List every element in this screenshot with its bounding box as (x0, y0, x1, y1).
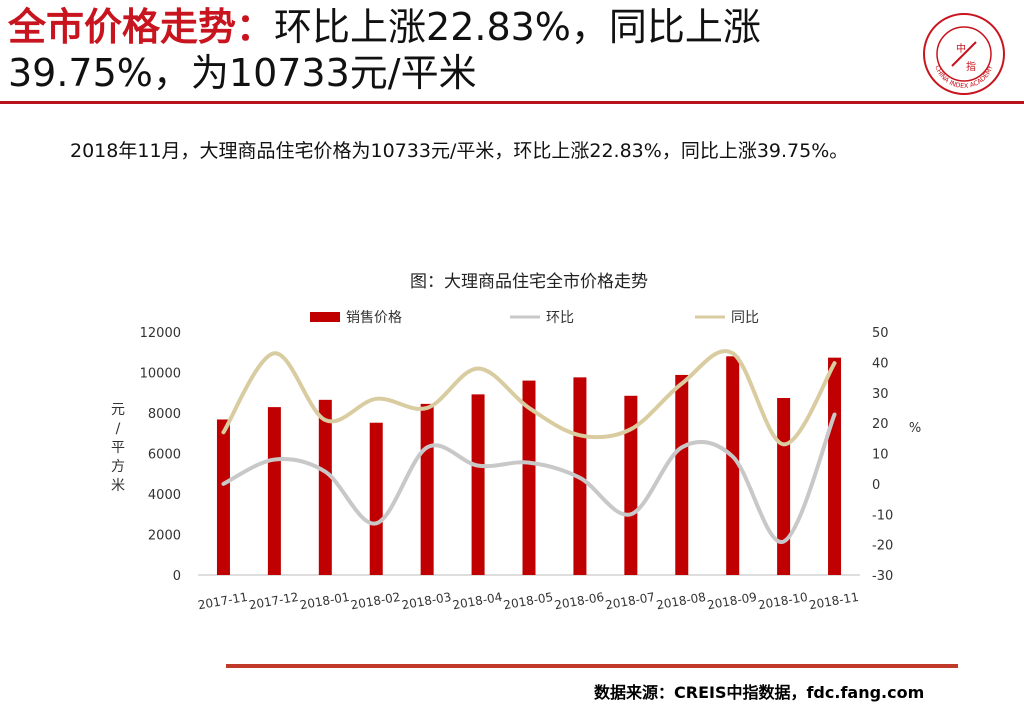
header-divider (0, 101, 1024, 104)
chart-title: 图：大理商品住宅全市价格走势 (410, 272, 648, 292)
y2-axis-label: % (909, 421, 921, 436)
y-tick-label: 2000 (148, 529, 181, 544)
bar (828, 357, 842, 575)
y-tick-label: 0 (173, 569, 181, 584)
x-tick-label: 2018-03 (401, 590, 453, 612)
seal-glyph-top: 中 (956, 42, 966, 55)
y-tick-label: 12000 (140, 326, 181, 341)
y-tick-label: 8000 (148, 407, 181, 422)
china-index-academy-seal-icon: CHINA INDEX ACADEMY 中 指 (923, 13, 1005, 95)
y2-tick-label: 20 (872, 417, 889, 432)
legend-label: 同比 (731, 310, 759, 326)
y2-tick-label: -10 (872, 508, 893, 523)
summary-text: 2018年11月，大理商品住宅价格为10733元/平米，环比上涨22.83%，同… (70, 140, 849, 162)
slide-title: 全市价格走势：环比上涨22.83%，同比上涨 39.75%，为10733元/平米 (8, 4, 908, 96)
bar (726, 356, 740, 575)
bar (369, 422, 383, 575)
seal-glyph-bottom: 指 (966, 60, 976, 73)
y-tick-label: 10000 (140, 367, 181, 382)
title-main: 环比上涨22.83%，同比上涨 (274, 5, 761, 49)
x-tick-label: 2018-04 (451, 590, 503, 612)
title-line-1: 全市价格走势：环比上涨22.83%，同比上涨 (8, 4, 908, 50)
x-tick-label: 2018-02 (350, 590, 402, 612)
y-axis-label: 米 (111, 478, 125, 494)
price-trend-chart: 图：大理商品住宅全市价格走势销售价格 环比 同比 0 2000 4000 6000 8000 1… (100, 262, 960, 622)
y2-tick-label: -30 (872, 569, 893, 584)
bar (318, 399, 332, 575)
bar (267, 407, 281, 575)
y-axis-label: 方 (111, 459, 125, 475)
legend-label: 销售价格 (346, 310, 402, 326)
x-tick-label: 2018-08 (655, 590, 707, 612)
x-tick-label: 2018-07 (604, 590, 656, 612)
data-source: 数据来源：CREIS中指数据，fdc.fang.com (594, 683, 925, 702)
x-tick-label: 2018-06 (553, 590, 605, 612)
x-tick-label: 2018-11 (808, 590, 860, 612)
y2-tick-label: 50 (872, 326, 889, 341)
legend-label: 环比 (546, 310, 574, 326)
seal-text: CHINA INDEX ACADEMY (933, 64, 995, 90)
series-line (221, 349, 837, 447)
title-highlight: 全市价格走势： (8, 5, 275, 49)
bar (420, 403, 434, 575)
y-tick-label: 4000 (148, 488, 181, 503)
y2-tick-label: -20 (872, 539, 893, 554)
series-line (221, 412, 837, 544)
y2-tick-label: 0 (872, 478, 880, 493)
x-tick-label: 2018-01 (299, 590, 351, 612)
y-tick-label: 6000 (148, 448, 181, 463)
bar (522, 380, 536, 575)
x-tick-label: 2017-11 (197, 590, 249, 612)
y2-tick-label: 30 (872, 387, 889, 402)
footer-divider (226, 664, 958, 668)
x-tick-label: 2018-10 (757, 590, 809, 612)
y2-tick-label: 40 (872, 356, 889, 371)
y2-tick-label: 10 (872, 448, 889, 463)
bar (471, 394, 485, 575)
y-axis-label: / (116, 421, 121, 437)
bar (216, 419, 230, 575)
x-tick-label: 2018-09 (706, 590, 758, 612)
y-axis-label: 平 (111, 440, 125, 456)
legend-swatch (310, 312, 340, 322)
x-tick-label: 2017-12 (248, 590, 300, 612)
x-tick-label: 2018-05 (502, 590, 554, 612)
y-axis-label: 元 (111, 402, 125, 418)
bar (777, 398, 791, 575)
title-line-2: 39.75%，为10733元/平米 (8, 51, 477, 95)
bar (624, 395, 638, 575)
bar (675, 374, 689, 575)
